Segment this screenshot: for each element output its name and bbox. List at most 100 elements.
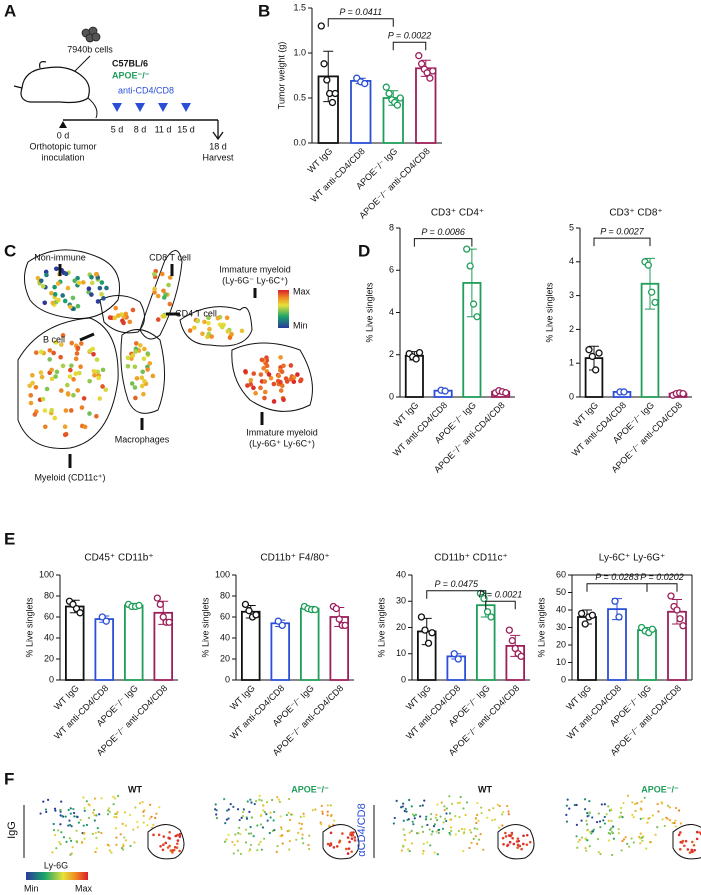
cell-dot: [462, 832, 465, 835]
chart-title: CD3⁺ CD8⁺: [609, 208, 662, 219]
cell-dot: [232, 805, 235, 808]
cell-dot: [127, 319, 133, 325]
cell-dot: [81, 280, 86, 285]
cell-dot: [259, 357, 265, 363]
cell-dot: [69, 340, 75, 346]
cell-dot: [502, 810, 505, 814]
cell-dot: [49, 290, 54, 296]
p-value: P = 0.0283: [595, 572, 638, 582]
cell-dot: [244, 828, 248, 831]
cell-dot: [619, 811, 623, 814]
cell-dot: [152, 833, 155, 837]
cell-dot: [237, 832, 240, 835]
cell-dot: [674, 806, 678, 810]
cell-dot: [85, 800, 88, 803]
data-point: [159, 613, 167, 621]
cell-dot: [125, 355, 131, 361]
cell-dot: [259, 823, 263, 826]
cell-dot: [63, 271, 69, 277]
x-tick-label: WT IgG: [305, 146, 334, 175]
colorbar: [26, 872, 88, 880]
cell-dot: [206, 320, 211, 326]
day: 5 d: [111, 124, 124, 134]
cell-dot: [470, 841, 473, 844]
cell-dot: [110, 851, 113, 854]
cell-dot: [350, 837, 354, 840]
cell-dot: [401, 805, 404, 808]
p-value: P = 0.0022: [388, 31, 431, 41]
cell-dot: [436, 853, 439, 856]
cell-dot: [94, 413, 99, 419]
cell-dot: [83, 831, 86, 835]
y-tick-label: 30: [396, 596, 406, 606]
data-point: [328, 98, 337, 107]
cell-dot: [150, 373, 156, 379]
cell-dot: [631, 801, 634, 804]
cell-dot: [632, 841, 635, 844]
cell-dot: [298, 377, 304, 382]
cell-dot: [115, 836, 118, 839]
cell-dot: [679, 831, 682, 834]
cell-dot: [115, 843, 118, 846]
cell-dot: [72, 278, 77, 284]
cell-dot: [68, 819, 71, 822]
cell-dot: [586, 829, 589, 832]
cell-dot: [269, 811, 272, 814]
cell-dot: [176, 842, 179, 845]
cell-dot: [138, 343, 143, 348]
bar: [270, 622, 290, 681]
cell-dot: [329, 814, 333, 818]
cell-dot: [200, 331, 205, 337]
y-tick-label: 6: [389, 265, 394, 275]
cell-dot: [585, 819, 588, 822]
cell-dot: [622, 838, 626, 841]
cell-dot: [621, 816, 624, 819]
cell-dot: [679, 840, 683, 844]
cell-dot: [646, 821, 649, 824]
cell-dot: [584, 808, 587, 811]
cell-dot: [93, 797, 97, 800]
data-point: [469, 300, 478, 308]
cell-dot: [134, 806, 137, 809]
cell-dot: [60, 814, 64, 818]
cell-dot: [445, 812, 448, 815]
y-tick-label: 60: [220, 611, 230, 621]
data-point: [165, 618, 173, 626]
cell-dot: [525, 833, 529, 837]
cell-dot: [501, 813, 504, 816]
cell-dot: [441, 827, 445, 830]
cell-dot: [154, 816, 157, 820]
cluster-label: CD4 T cell: [175, 308, 217, 318]
cell-dot: [610, 819, 613, 822]
panel-label: B: [258, 1, 270, 20]
data-point: [245, 607, 253, 615]
cell-dot: [236, 849, 240, 852]
cell-dot: [295, 372, 300, 377]
cell-dot: [195, 318, 200, 324]
y-tick-label: 60: [556, 569, 566, 579]
cell-dot: [515, 840, 519, 843]
cell-dot: [225, 838, 228, 841]
cell-dot: [75, 829, 78, 832]
cell-dot: [85, 823, 89, 827]
cell-dot: [506, 843, 510, 847]
cell-dot: [229, 803, 232, 806]
cell-dot: [473, 827, 476, 830]
cell-dot: [249, 798, 252, 801]
cell-dot: [518, 844, 522, 848]
cell-dot: [671, 821, 674, 825]
data-point: [332, 604, 340, 613]
cell-dot: [575, 803, 578, 807]
y-tick-label: 1: [569, 358, 574, 368]
cell-dot: [254, 799, 258, 803]
cell-dot: [661, 818, 664, 821]
cell-dot: [607, 819, 610, 822]
significance-bracket: [426, 590, 487, 599]
cell-dot: [122, 843, 125, 846]
cell-dot: [129, 844, 132, 848]
day: 8 d: [134, 124, 147, 134]
cell-dot: [258, 372, 264, 377]
cell-dot: [640, 800, 643, 803]
cell-dot: [225, 329, 231, 334]
cell-dot: [55, 281, 61, 286]
